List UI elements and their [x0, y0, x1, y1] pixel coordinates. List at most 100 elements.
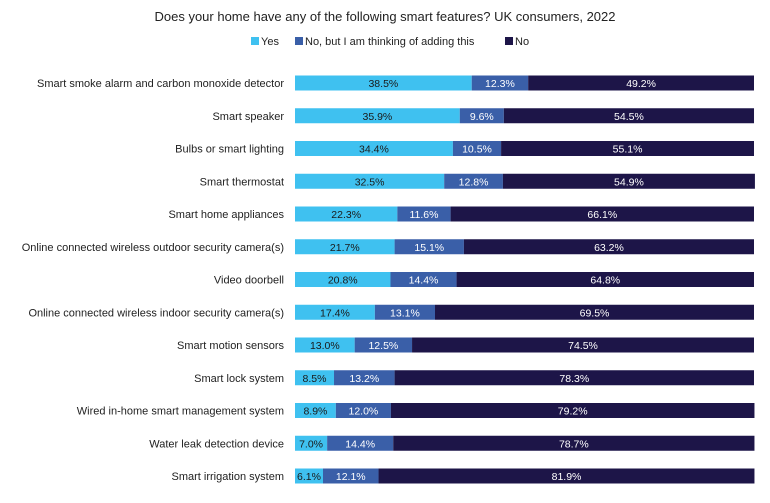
bar-segment-yes — [295, 108, 460, 124]
bar-segment-no-but-i-am-thinking-of-adding-this — [334, 370, 395, 386]
category-label: Wired in-home smart management system — [77, 406, 284, 418]
data-label-no-but-i-am-thinking-of-adding-this: 12.1% — [336, 471, 366, 483]
data-label-no-but-i-am-thinking-of-adding-this: 12.0% — [348, 406, 378, 418]
data-label-no-but-i-am-thinking-of-adding-this: 12.8% — [459, 176, 489, 188]
data-label-no: 79.2% — [558, 406, 588, 418]
bar-segment-no-but-i-am-thinking-of-adding-this — [471, 75, 529, 91]
bar-segment-no — [503, 108, 755, 124]
bar-segment-no-but-i-am-thinking-of-adding-this — [444, 173, 503, 189]
category-labels: Smart smoke alarm and carbon monoxide de… — [22, 78, 285, 483]
category-label: Smart thermostat — [200, 176, 284, 188]
data-label-yes: 8.5% — [303, 373, 327, 385]
bar-segment-no — [435, 304, 754, 320]
bar-segment-yes — [295, 304, 375, 320]
chart-title: Does your home have any of the following… — [154, 9, 615, 24]
data-label-yes: 20.8% — [328, 275, 358, 287]
data-label-no: 54.5% — [614, 111, 644, 123]
category-label: Smart irrigation system — [172, 471, 284, 483]
bar-segment-no — [456, 272, 754, 287]
bar-segment-yes — [295, 206, 398, 222]
bar-segment-yes — [295, 370, 335, 386]
data-label-no-but-i-am-thinking-of-adding-this: 13.2% — [349, 373, 379, 385]
data-label-no: 54.9% — [614, 176, 644, 188]
data-label-yes: 7.0% — [299, 438, 323, 450]
category-label: Online connected wireless outdoor securi… — [22, 242, 284, 254]
bar-segment-yes — [295, 468, 323, 484]
data-label-no: 81.9% — [552, 471, 582, 483]
data-label-no: 78.7% — [559, 438, 589, 450]
data-label-yes: 13.0% — [310, 340, 340, 352]
data-label-no: 64.8% — [590, 275, 620, 287]
bar-segment-no — [390, 403, 755, 418]
bar-segment-no — [394, 370, 754, 386]
data-label-no-but-i-am-thinking-of-adding-this: 13.1% — [390, 307, 420, 319]
legend-swatch-no-but-i-am-thinking-of-adding-this — [295, 37, 303, 45]
legend-label-no-but-i-am-thinking-of-adding-this: No, but I am thinking of adding this — [305, 36, 475, 48]
category-label: Water leak detection device — [149, 438, 284, 450]
bar-segment-no-but-i-am-thinking-of-adding-this — [390, 272, 457, 287]
bar-segment-yes — [295, 141, 453, 156]
data-label-yes: 22.3% — [331, 209, 361, 221]
bar-segment-no — [412, 337, 754, 353]
legend-label-yes: Yes — [261, 36, 279, 48]
legend-swatch-yes — [251, 37, 259, 45]
category-label: Smart motion sensors — [177, 340, 284, 352]
data-label-no-but-i-am-thinking-of-adding-this: 14.4% — [409, 275, 439, 287]
bar-segment-no-but-i-am-thinking-of-adding-this — [327, 435, 394, 451]
data-label-no-but-i-am-thinking-of-adding-this: 12.3% — [485, 78, 515, 90]
data-label-yes: 35.9% — [362, 111, 392, 123]
category-label: Smart home appliances — [168, 209, 284, 221]
data-label-no: 55.1% — [613, 144, 643, 156]
bar-segment-yes — [295, 403, 336, 418]
category-label: Video doorbell — [214, 275, 284, 287]
bar-segment-yes — [295, 272, 391, 287]
data-label-no: 78.3% — [559, 373, 589, 385]
data-label-no-but-i-am-thinking-of-adding-this: 14.4% — [345, 438, 375, 450]
bars: 38.5% 12.3% 49.2% 35.9% 9.6% 54.5% 34.4% 10.5% 5… — [295, 75, 755, 484]
data-label-yes: 17.4% — [320, 307, 350, 319]
data-label-no-but-i-am-thinking-of-adding-this: 11.6% — [409, 209, 438, 221]
category-label: Bulbs or smart lighting — [175, 144, 284, 156]
data-label-no: 74.5% — [568, 340, 598, 352]
bar-segment-no-but-i-am-thinking-of-adding-this — [374, 304, 435, 320]
data-label-yes: 34.4% — [359, 144, 389, 156]
bar-segment-no-but-i-am-thinking-of-adding-this — [354, 337, 413, 353]
bar-segment-no — [378, 468, 755, 484]
bar-segment-yes — [295, 337, 355, 353]
bar-segment-no — [528, 75, 754, 91]
bar-segment-no — [502, 173, 755, 189]
bar-segment-no — [501, 141, 754, 156]
data-label-yes: 6.1% — [297, 471, 321, 483]
data-label-no: 49.2% — [626, 78, 656, 90]
bar-segment-yes — [295, 239, 395, 255]
data-label-yes: 21.7% — [330, 242, 360, 254]
category-label: Smart lock system — [194, 373, 284, 385]
data-label-no-but-i-am-thinking-of-adding-this: 9.6% — [470, 111, 494, 123]
bar-segment-no — [463, 239, 754, 255]
legend-swatch-no — [505, 37, 513, 45]
data-label-no-but-i-am-thinking-of-adding-this: 12.5% — [368, 340, 398, 352]
data-label-no: 66.1% — [587, 209, 617, 221]
data-label-yes: 32.5% — [355, 176, 385, 188]
bar-segment-no-but-i-am-thinking-of-adding-this — [335, 403, 391, 418]
bar-segment-no — [450, 206, 754, 222]
data-label-no: 69.5% — [580, 307, 610, 319]
category-label: Smart smoke alarm and carbon monoxide de… — [37, 78, 284, 90]
bar-segment-no-but-i-am-thinking-of-adding-this — [394, 239, 464, 255]
data-label-no-but-i-am-thinking-of-adding-this: 10.5% — [462, 144, 492, 156]
bar-segment-no-but-i-am-thinking-of-adding-this — [459, 108, 504, 124]
chart-legend: Yes No, but I am thinking of adding this N… — [251, 36, 529, 48]
bar-segment-no — [393, 435, 755, 451]
category-label: Smart speaker — [212, 111, 284, 123]
bar-segment-no-but-i-am-thinking-of-adding-this — [397, 206, 451, 222]
bar-segment-no-but-i-am-thinking-of-adding-this — [452, 141, 502, 156]
legend-label-no: No — [515, 36, 529, 48]
data-label-no: 63.2% — [594, 242, 624, 254]
data-label-no-but-i-am-thinking-of-adding-this: 15.1% — [414, 242, 444, 254]
bar-segment-yes — [295, 173, 445, 189]
data-label-yes: 38.5% — [368, 78, 398, 90]
bar-segment-yes — [295, 435, 328, 451]
bar-segment-yes — [295, 75, 472, 91]
category-label: Online connected wireless indoor securit… — [28, 307, 284, 319]
